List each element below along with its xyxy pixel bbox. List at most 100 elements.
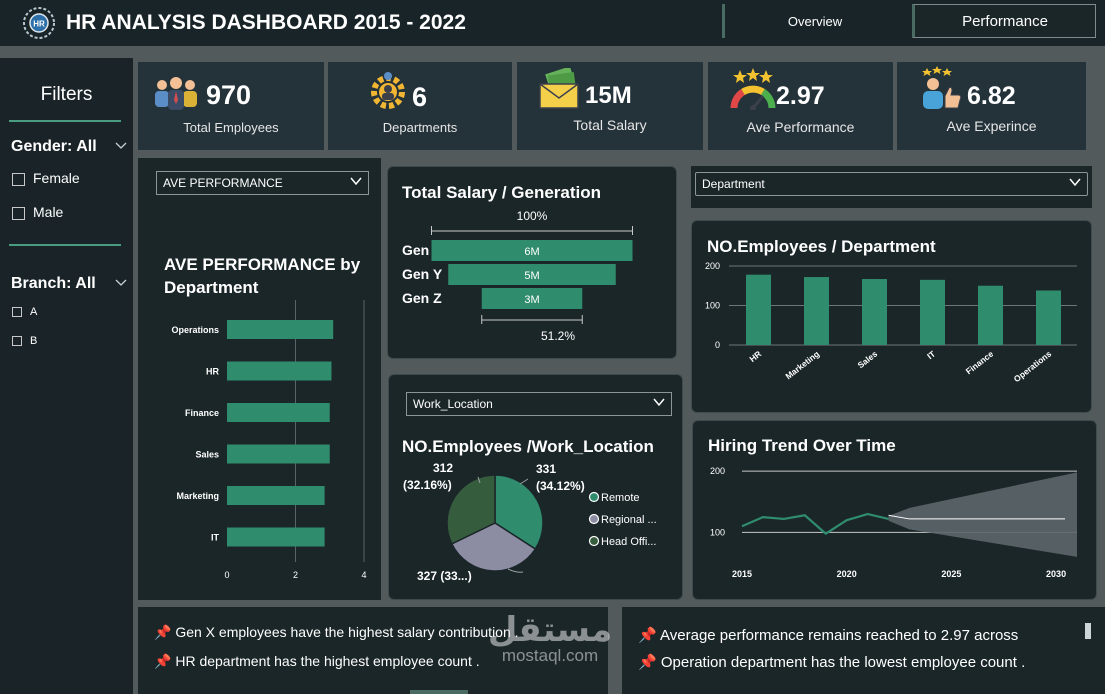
x-tick-label: 0 (224, 570, 229, 580)
funnel-bar (431, 240, 633, 261)
y-tick-label: 200 (710, 466, 725, 476)
insights-right-panel (622, 607, 1105, 694)
tab-performance-frame[interactable]: Performance (912, 4, 1096, 38)
kpi-departments: 6 Departments (328, 62, 512, 150)
y-tick-label: Sales (195, 450, 219, 460)
checkbox-female[interactable] (12, 172, 25, 186)
thumbs-up-person-icon (922, 66, 962, 109)
branch-filter-header[interactable]: Branch: All (11, 275, 129, 293)
x-tick-label: Finance (964, 349, 996, 377)
checkbox-a[interactable] (12, 307, 22, 318)
department-dropdown[interactable]: Department (695, 172, 1088, 196)
forecast-line (888, 514, 910, 520)
y-tick-label: 100 (705, 301, 720, 311)
kpi-label: Ave Experince (946, 118, 1037, 134)
legend-label: Head Offi... (601, 536, 656, 548)
insight-row: 📌 HR department has the highest employee… (154, 653, 480, 670)
header-bar: HR HR ANALYSIS DASHBOARD 2015 - 2022 Ove… (0, 0, 1105, 46)
performance-dropdown[interactable]: AVE PERFORMANCE (156, 171, 369, 195)
bar (978, 285, 1003, 345)
work-location-dropdown[interactable]: Work_Location (406, 392, 672, 416)
salary-generation-title: Total Salary / Generation (402, 183, 602, 202)
work-location-title: NO.Employees /Work_Location (402, 437, 654, 456)
bar (746, 274, 771, 345)
gender-option-female[interactable]: Female (12, 170, 80, 186)
bar (862, 279, 887, 345)
chevron-down-icon (115, 142, 127, 149)
bar (804, 277, 829, 345)
trend-line (741, 512, 889, 535)
kpi-label: Total Employees (183, 120, 279, 135)
x-tick-label: HR (747, 349, 763, 364)
insights-left-panel (138, 607, 608, 694)
x-tick-label: 2030 (1046, 569, 1066, 579)
salary-generation-card (387, 166, 677, 359)
filters-heading: Filters (40, 84, 93, 105)
scrollbar-thumb[interactable] (1085, 623, 1091, 639)
chevron-down-icon (653, 398, 665, 407)
checkbox-b[interactable] (12, 336, 22, 347)
y-tick-label: 100 (710, 527, 725, 537)
x-tick-label: 4 (361, 570, 366, 580)
x-tick-label: Operations (1012, 349, 1054, 385)
x-tick-label: 2 (293, 570, 298, 580)
kpi-label: Ave Performance (746, 119, 855, 135)
tab-overview[interactable]: Overview (787, 14, 843, 29)
performance-dropdown-value: AVE PERFORMANCE (163, 176, 283, 190)
pin-icon: 📌 (638, 627, 657, 644)
bar (227, 527, 325, 547)
funnel-data-label: 6M (524, 246, 539, 258)
ave-performance-title: AVE PERFORMANCE by Department (164, 255, 361, 297)
insight-text: Average performance remains reached to 2… (660, 627, 1019, 644)
watermark: مستقل mostaql.com (470, 610, 630, 690)
pie-leader-line (477, 476, 481, 484)
chevron-down-icon (350, 177, 362, 186)
gender-option-male[interactable]: Male (12, 204, 63, 220)
x-tick-label: 2025 (941, 569, 961, 579)
hiring-trend-chart: 100 200 2015 2020 2025 2030 (710, 466, 1077, 579)
bar (1036, 290, 1061, 345)
branch-option-a[interactable]: A (12, 306, 37, 318)
filters-divider-mid (9, 244, 121, 246)
kpi-total-salary: 15M Total Salary (517, 62, 703, 150)
gender-filter-label: Gender: All (11, 138, 97, 155)
bar (920, 279, 945, 345)
branch-a-label: A (30, 306, 38, 318)
insight-text: HR department has the highest employee c… (175, 653, 480, 669)
x-tick-label: Sales (856, 349, 880, 371)
kpi-value: 6 (412, 82, 428, 112)
kpi-ave-experience: 6.82 Ave Experince (897, 62, 1086, 150)
branch-b-label: B (30, 335, 38, 347)
x-tick-label: 2020 (837, 569, 857, 579)
work-location-dropdown-value: Work_Location (413, 397, 493, 411)
logo-icon: HR (22, 6, 56, 40)
pie-slice (446, 474, 496, 545)
bar (227, 486, 325, 505)
gender-filter-header[interactable]: Gender: All (11, 138, 129, 156)
pie-data-label: 331 (536, 462, 556, 476)
x-tick-label: 2015 (732, 569, 752, 579)
funnel-bottom-label: 51.2% (541, 329, 575, 343)
pie-data-label: 312 (433, 461, 453, 475)
funnel-bar (448, 264, 616, 285)
male-label: Male (33, 204, 64, 220)
hiring-trend-title: Hiring Trend Over Time (708, 436, 896, 455)
gear-people-icon (371, 72, 405, 109)
kpi-total-employees: 970 Total Employees (138, 62, 324, 150)
legend-marker (588, 513, 600, 525)
tab-performance[interactable]: Performance (962, 13, 1048, 30)
legend-label: Regional ... (601, 514, 657, 526)
pie-data-label: (32.16%) (403, 478, 452, 492)
legend-marker (588, 491, 600, 503)
employees-department-chart: 0 100 200 HR Marketing Sales IT Finance Operatio… (705, 261, 1077, 385)
svg-text:HR: HR (33, 20, 45, 29)
kpi-value: 970 (206, 80, 252, 110)
insight-row: 📌 Operation department has the lowest em… (638, 653, 1025, 671)
pie-slice (450, 522, 537, 572)
employees-department-title: NO.Employees / Department (707, 237, 936, 256)
branch-option-b[interactable]: B (12, 335, 37, 347)
checkbox-male[interactable] (12, 206, 25, 220)
ave-performance-chart: 0 2 4 Operations HR Finance Sales Marketing IT (171, 300, 367, 580)
work-location-pie-chart: 331 (34.12%) 312 (32.16%) 327 (33...) Remote R… (403, 461, 657, 583)
pie-data-label: (34.12%) (536, 479, 585, 493)
